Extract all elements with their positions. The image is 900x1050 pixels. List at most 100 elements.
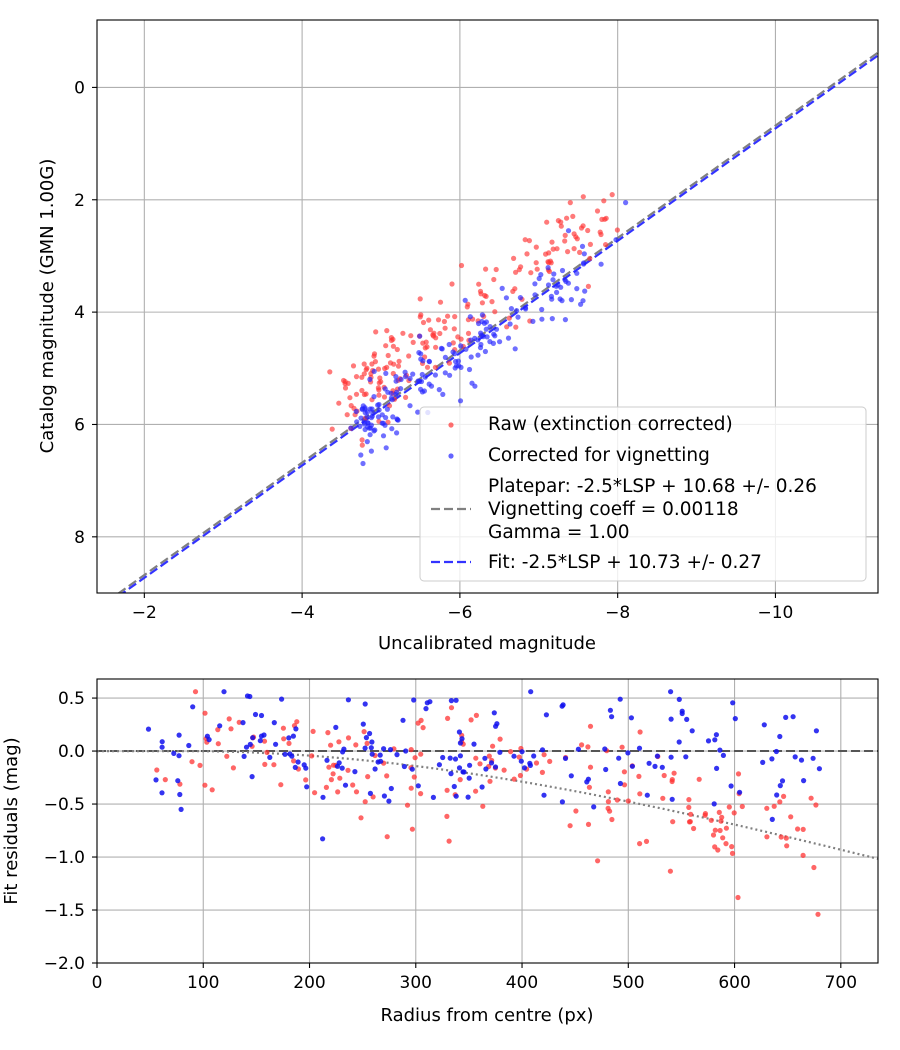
corrected-point xyxy=(367,432,373,438)
raw-residual-point xyxy=(328,777,334,783)
raw-residual-point xyxy=(661,772,667,779)
corrected-point xyxy=(551,271,557,277)
corrected-residual-point xyxy=(652,763,658,770)
raw-point xyxy=(516,267,522,273)
raw-point xyxy=(431,330,437,336)
corrected-point xyxy=(416,378,422,385)
raw-point xyxy=(376,392,382,398)
raw-residual-point xyxy=(490,743,496,749)
corrected-point xyxy=(371,394,377,400)
raw-residual-point xyxy=(739,803,745,810)
raw-point xyxy=(410,339,416,345)
corrected-point xyxy=(417,333,423,339)
raw-point xyxy=(363,367,369,373)
corrected-point xyxy=(462,297,468,303)
raw-residual-point xyxy=(353,742,359,748)
corrected-residual-point xyxy=(362,701,368,707)
corrected-point xyxy=(508,306,514,312)
corrected-residual-point xyxy=(403,748,409,754)
raw-residual-point xyxy=(408,747,414,753)
corrected-residual-point xyxy=(190,704,196,710)
bottom-x-tick-label: 600 xyxy=(718,973,750,993)
corrected-point xyxy=(419,371,425,378)
raw-residual-point xyxy=(587,723,594,729)
raw-residual-point xyxy=(708,817,714,823)
raw-residual-point xyxy=(719,814,725,820)
corrected-residual-point xyxy=(363,735,369,741)
corrected-residual-point xyxy=(617,780,624,787)
corrected-point xyxy=(442,370,448,376)
corrected-point xyxy=(579,243,586,249)
corrected-residual-point xyxy=(679,710,685,717)
corrected-point xyxy=(490,340,496,346)
raw-point xyxy=(433,344,439,350)
bottom-x-tick-label: 400 xyxy=(506,973,538,993)
corrected-point xyxy=(467,314,473,320)
raw-point xyxy=(347,395,353,401)
corrected-residual-point xyxy=(603,766,609,773)
raw-point xyxy=(375,366,382,372)
raw-point xyxy=(483,266,489,272)
top-ticks: −2 −4 −6 −8 −10 0 2 4 6 8 xyxy=(74,78,793,623)
raw-point xyxy=(342,381,348,387)
bottom-x-tick-label: 700 xyxy=(825,973,857,993)
raw-residual-point xyxy=(418,751,424,757)
corrected-residual-point xyxy=(430,794,436,801)
corrected-point xyxy=(389,397,395,403)
corrected-point xyxy=(375,414,382,420)
raw-residual-point xyxy=(637,729,643,735)
raw-residual-point xyxy=(497,736,503,742)
raw-residual-point xyxy=(224,753,230,759)
corrected-point xyxy=(482,348,488,355)
corrected-residual-point xyxy=(401,763,407,770)
raw-residual-point xyxy=(353,789,360,795)
corrected-residual-point xyxy=(249,774,255,780)
raw-point xyxy=(567,200,573,206)
raw-point xyxy=(562,232,568,238)
corrected-point xyxy=(359,406,365,412)
corrected-residual-point xyxy=(813,728,820,734)
raw-point xyxy=(558,219,564,225)
corrected-point xyxy=(457,398,464,404)
top-y-tick-label: 8 xyxy=(74,528,85,548)
corrected-residual-point xyxy=(221,689,227,695)
corrected-point xyxy=(407,403,413,409)
corrected-residual-point xyxy=(448,698,454,704)
corrected-residual-point xyxy=(352,769,358,775)
raw-point xyxy=(359,442,365,448)
top-axes-frame xyxy=(96,19,879,594)
corrected-residual-point xyxy=(456,765,463,771)
bottom-grid xyxy=(96,679,878,964)
raw-residual-point xyxy=(702,811,709,817)
raw-point xyxy=(381,394,388,400)
corrected-point xyxy=(491,331,497,337)
corrected-point xyxy=(493,326,500,332)
corrected-residual-point xyxy=(609,714,615,720)
corrected-residual-point xyxy=(728,783,734,789)
corrected-residual-point xyxy=(292,764,298,771)
raw-residual-point xyxy=(264,749,270,756)
corrected-residual-point xyxy=(705,738,712,744)
corrected-residual-point xyxy=(527,760,533,766)
raw-point xyxy=(450,340,456,346)
raw-point xyxy=(465,330,472,336)
raw-residual-point xyxy=(409,826,415,832)
bottom-y-tick-label: −1.5 xyxy=(44,901,85,921)
raw-residual-point xyxy=(328,742,334,748)
raw-point xyxy=(342,385,349,391)
raw-residual-point xyxy=(473,755,479,761)
raw-residual-point xyxy=(444,787,450,793)
corrected-residual-point xyxy=(258,712,265,719)
corrected-point xyxy=(368,415,374,421)
corrected-point xyxy=(369,406,375,412)
raw-point xyxy=(400,330,406,336)
corrected-residual-point xyxy=(243,744,250,750)
raw-residual-point xyxy=(547,758,553,765)
raw-point xyxy=(510,255,517,261)
raw-point xyxy=(361,361,367,367)
corrected-point xyxy=(446,341,452,348)
corrected-point xyxy=(532,292,538,298)
raw-residual-point xyxy=(468,717,474,723)
raw-point xyxy=(565,249,571,255)
bottom-x-tick-label: 100 xyxy=(187,973,219,993)
